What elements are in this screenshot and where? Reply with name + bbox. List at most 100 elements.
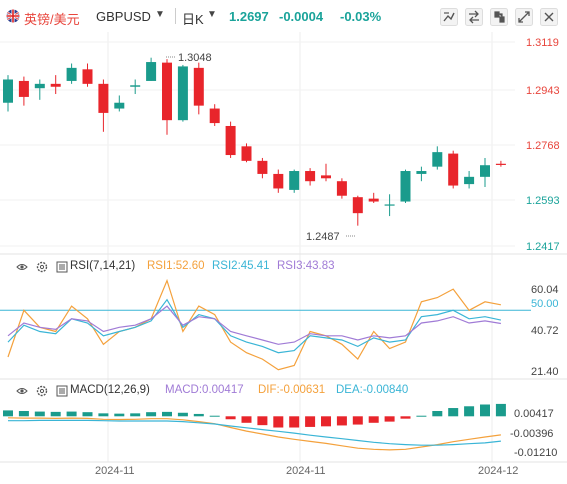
eye-icon[interactable] [16,261,28,273]
macd-histogram-bar [162,411,172,417]
candle-body [50,83,61,87]
macd-histogram-bar [98,413,109,417]
macd-histogram-bar [400,416,411,419]
macd-axis-label: -0.01210 [514,447,557,459]
candle-body [66,67,77,81]
low-price-label: 1.2487 [306,231,340,243]
candle-body [209,108,220,124]
high-price-label: 1.3048 [178,52,212,64]
macd-histogram-bar [464,406,475,417]
candle-body [289,171,300,190]
dif-value: DIF:-0.00631 [258,384,326,396]
candle-body [416,171,427,174]
dea-value: DEA:-0.00840 [336,384,409,396]
candle-body [305,171,316,182]
timeframe-selector[interactable]: 日K [182,12,204,27]
time-axis-label: 2024-11 [95,465,135,477]
rsi2-line [7,298,502,354]
candle-body [146,62,157,81]
candle-body [193,67,204,106]
gear-icon[interactable] [36,385,48,397]
candle-body [368,198,379,202]
rsi3-value: RSI3:43.83 [277,260,335,272]
macd-histogram-bar [368,416,379,423]
macd-title: MACD(12,26,9) [70,384,150,396]
rsi-axis-label: 21.40 [531,366,559,378]
rsi3-line [7,305,501,345]
price-axis-label: 1.2417 [526,241,560,253]
macd-histogram-bar [416,415,427,417]
price-change: -0.0004 [279,9,324,24]
candle-body [18,80,29,97]
symbol-selector[interactable]: GBPUSD [96,9,151,24]
macd-histogram-bar [336,416,347,426]
candle-body [241,146,252,161]
price-axis-label: 1.2768 [526,140,560,152]
chevron-down-icon[interactable]: ▼ [155,9,165,20]
time-axis-label: 2024-11 [286,465,326,477]
price-axis-label: 1.2593 [526,195,560,207]
macd-histogram-bar [130,413,141,417]
macd-histogram-bar [146,412,157,417]
candle-body [480,165,490,177]
candle-body [495,163,506,165]
rsi1-line [7,278,502,371]
macd-histogram-bar [257,416,268,426]
candle-body [448,153,459,186]
gear-icon[interactable] [36,261,48,273]
macd-histogram-bar [34,411,45,417]
macd-histogram-bar [321,416,331,427]
macd-histogram-bar [114,413,125,417]
fullscreen-icon[interactable] [515,8,533,26]
macd-histogram-bar [3,410,13,417]
macd-histogram-bar [448,408,459,417]
rsi-title: RSI(7,14,21) [70,260,136,272]
candle-body [432,152,443,167]
candle-body [336,181,347,196]
chevron-down-icon[interactable]: ▼ [207,9,217,20]
macd-histogram-bar [177,412,188,417]
macd-axis-label: 0.00417 [514,408,554,420]
macd-histogram-bar [50,411,61,417]
candle-body [114,102,125,109]
indicator-menu-icon[interactable] [56,385,68,397]
price-change-pct: -0.03% [340,9,382,24]
rsi-axis-label: 40.72 [531,325,559,337]
header-bar: 英镑/美元 GBPUSD ▼ 日K ▼ 1.2697 -0.0004 -0.03… [0,0,567,32]
eye-icon[interactable] [16,385,28,397]
macd-histogram-bar [289,416,300,428]
indicator-menu-icon[interactable] [56,261,68,273]
macd-histogram-bar [352,416,363,425]
macd-histogram-bar [432,410,443,417]
dif-line [7,417,501,451]
macd-histogram-bar [480,404,490,417]
compare-icon[interactable] [465,8,483,26]
candle-body [464,176,475,185]
settings-icon[interactable] [540,8,558,26]
uk-flag-icon [6,9,20,23]
indicator-icon[interactable] [440,8,458,26]
candle-body [384,204,395,206]
candle-body [130,85,141,87]
candle-body [257,160,268,174]
candle-body [352,197,363,214]
draw-icon[interactable] [490,8,508,26]
macd-histogram-bar [209,415,220,417]
pair-name: 英镑/美元 [24,12,80,27]
candle-body [177,66,188,121]
macd-histogram-bar [82,412,93,417]
price-axis-label: 1.2943 [526,85,560,97]
candle-body [162,62,172,121]
rsi2-value: RSI2:45.41 [212,260,270,272]
candle-body [34,83,45,89]
candle-body [273,173,284,189]
rsi1-value: RSI1:52.60 [147,260,205,272]
macd-axis-label: -0.00396 [510,428,553,440]
macd-histogram-bar [384,416,395,422]
macd-value: MACD:0.00417 [165,384,244,396]
macd-histogram-bar [66,411,77,417]
macd-histogram-bar [495,403,506,417]
divider [175,8,176,24]
macd-histogram-bar [225,416,236,420]
